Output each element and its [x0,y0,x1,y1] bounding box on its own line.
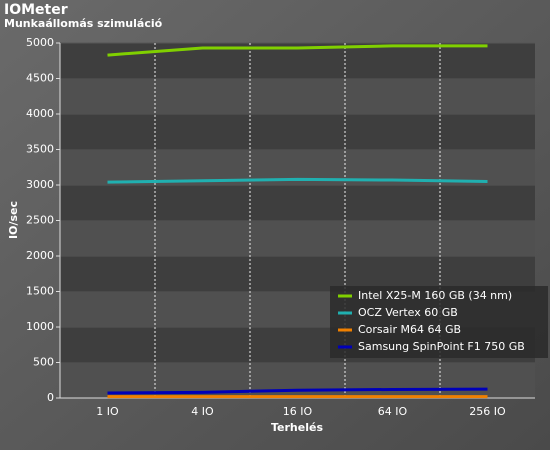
grid-band [60,114,535,150]
chart-title: IOMeter [4,2,68,18]
x-tick-label: 64 IO [378,405,408,418]
legend-box [330,286,548,358]
series-line [107,177,488,184]
legend-label: Corsair M64 64 GB [358,323,461,336]
legend-label: Samsung SpinPoint F1 750 GB [358,340,525,353]
grid-band [60,185,535,221]
chart-subtitle: Munkaállomás szimuláció [4,17,163,30]
grid-band [60,78,535,114]
y-tick-label: 500 [33,356,54,369]
y-tick-label: 1500 [26,285,54,298]
series-line [107,44,488,57]
y-tick-label: 0 [47,391,54,404]
x-tick-label: 16 IO [283,405,313,418]
x-tick-label: 4 IO [191,405,214,418]
legend-label: OCZ Vertex 60 GB [358,306,458,319]
y-tick-label: 5000 [26,36,54,49]
y-tick-label: 3500 [26,143,54,156]
x-tick-label: 256 IO [469,405,506,418]
x-tick-label: 1 IO [96,405,119,418]
series-line [107,387,488,395]
legend-label: Intel X25-M 160 GB (34 nm) [358,289,512,302]
y-tick-label: 4500 [26,72,54,85]
grid-band [60,256,535,292]
y-tick-label: 2500 [26,214,54,227]
y-tick-label: 4000 [26,107,54,120]
grid-band [60,220,535,256]
y-tick-label: 2000 [26,249,54,262]
y-tick-label: 1000 [26,320,54,333]
x-axis-label: Terhelés [271,421,323,434]
y-tick-label: 3000 [26,178,54,191]
y-axis-label: IO/sec [7,201,20,239]
